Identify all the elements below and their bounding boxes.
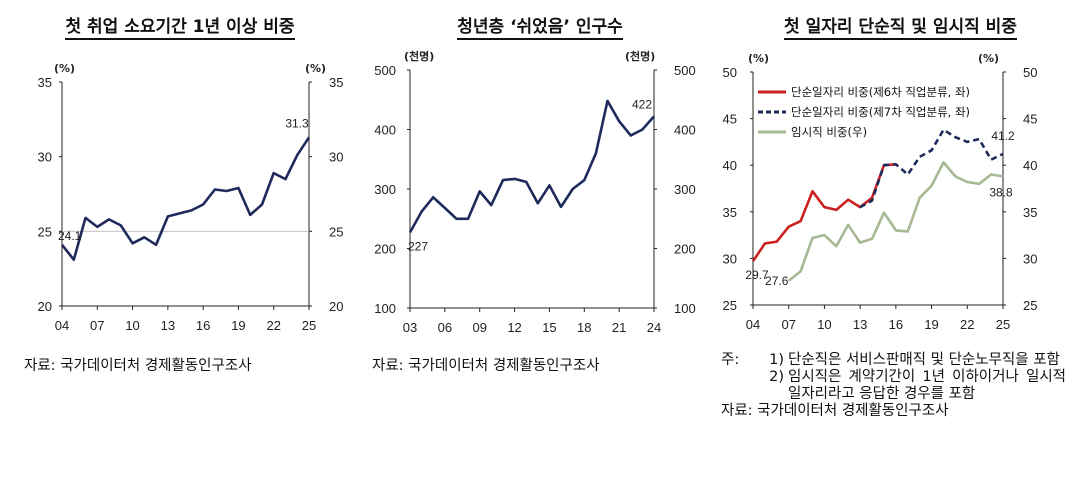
x-tick-label: 13 (161, 318, 175, 333)
y-tick-left: 35 (723, 205, 737, 220)
y-unit-left: (%) (748, 52, 769, 65)
x-tick-label: 13 (853, 317, 867, 332)
legend: 단순일자리 비중(제6차 직업분류, 좌) 단순일자리 비중(제7차 직업분류,… (758, 82, 970, 142)
panel-simple-temp-jobs: 첫 일자리 단순직 및 임시직 비중 (%) (%) 25 30 35 40 45 50 25 3… (720, 0, 1081, 487)
y-tick-right: 25 (329, 224, 343, 239)
x-tick-label: 12 (507, 320, 521, 335)
y-unit-right: (%) (978, 52, 999, 65)
y-tick-right: 35 (1023, 205, 1037, 220)
y-unit-left: (%) (54, 62, 75, 75)
x-tick-label: 19 (231, 318, 245, 333)
y-tick-left: 400 (374, 123, 396, 138)
source-note-1: 자료: 국가데이터처 경제활동인구조사 (24, 358, 252, 374)
panel-title: 첫 일자리 단순직 및 임시직 비중 (720, 12, 1081, 40)
x-tick-label: 04 (746, 317, 760, 332)
x-tick-label: 22 (266, 318, 280, 333)
y-tick-right: 50 (1023, 65, 1037, 80)
y-tick-left: 100 (374, 301, 396, 316)
y-unit-right: (%) (305, 62, 326, 75)
y-tick-left: 40 (723, 158, 737, 173)
data-label: 31.3 (285, 116, 309, 130)
chart-youth-resting: (천명) (천명) 100 200 300 400 500 100 200 300 400 500 03… (374, 49, 696, 335)
y-tick-left: 300 (374, 182, 396, 197)
x-tick-label: 22 (960, 317, 974, 332)
x-tick-label: 16 (196, 318, 210, 333)
y-tick-left: 50 (723, 65, 737, 80)
y-tick-right: 200 (674, 242, 696, 257)
x-tick-label: 21 (612, 320, 626, 335)
x-tick-label: 19 (924, 317, 938, 332)
y-tick-right: 30 (329, 150, 343, 165)
data-label: 27.6 (765, 274, 789, 288)
x-tick-label: 16 (889, 317, 903, 332)
y-tick-left: 30 (723, 251, 737, 266)
series-line-0 (60, 136, 311, 262)
footnote-1: 주: 1) 단순직은 서비스판매직 및 단순노무직을 포함 (721, 352, 1060, 368)
x-tick-label: 18 (577, 320, 591, 335)
x-tick-label: 15 (542, 320, 556, 335)
x-tick-label: 25 (996, 317, 1010, 332)
x-tick-label: 24 (647, 320, 661, 335)
x-tick-label: 06 (438, 320, 452, 335)
panel-youth-resting: 청년층 ‘쉬었음’ 인구수 (천명) (천명) 100 200 300 400 500 100… (360, 0, 720, 487)
y-tick-left: 25 (38, 224, 52, 239)
y-tick-left: 20 (38, 299, 52, 314)
series-line-0 (408, 99, 655, 234)
panel-title: 청년층 ‘쉬었음’ 인구수 (360, 12, 720, 40)
y-tick-right: 25 (1023, 298, 1037, 313)
source-note-3: 자료: 국가데이터처 경제활동인구조사 (721, 403, 949, 419)
data-label: 422 (632, 97, 652, 111)
y-unit-right: (천명) (625, 49, 655, 63)
data-label: 24.1 (58, 229, 82, 243)
chart-first-job-duration: (%) (%) 20 25 30 35 20 25 30 35 04 07 10 13 16 19 22 25 24… (38, 62, 344, 333)
legend-item-simple-6th: 단순일자리 비중(제6차 직업분류, 좌) (758, 85, 971, 99)
y-tick-right: 30 (1023, 251, 1037, 266)
y-tick-left: 45 (723, 112, 737, 127)
y-tick-left: 25 (723, 298, 737, 313)
y-tick-right: 35 (329, 75, 343, 90)
x-tick-label: 07 (781, 317, 795, 332)
y-tick-left: 30 (38, 150, 52, 165)
data-label: 38.8 (989, 185, 1013, 199)
legend-item-simple-7th: 단순일자리 비중(제7차 직업분류, 좌) (758, 105, 971, 119)
y-tick-right: 100 (674, 301, 696, 316)
footnotes: 주: 1) 단순직은 서비스판매직 및 단순노무직을 포함 2) 임시직은 계약… (721, 352, 1066, 420)
x-tick-label: 07 (90, 318, 104, 333)
panel-first-job-duration: 첫 취업 소요기간 1년 이상 비중 (%) (%) 20 25 30 35 20 25 30 3… (0, 0, 360, 487)
y-tick-left: 200 (374, 242, 396, 257)
y-tick-right: 500 (674, 63, 696, 78)
y-tick-left: 35 (38, 75, 52, 90)
footnote-2: 2) 임시직은 계약기간이 1년 이하이거나 일시적 일자리라고 응답한 경우를… (769, 369, 1066, 402)
x-tick-label: 09 (472, 320, 486, 335)
y-tick-right: 45 (1023, 112, 1037, 127)
series-line-2 (787, 161, 1004, 282)
y-unit-left: (천명) (404, 49, 434, 63)
data-label: 227 (408, 239, 428, 253)
x-tick-label: 03 (403, 320, 417, 335)
x-tick-label: 10 (817, 317, 831, 332)
legend-item-temporary: 임시직 비중(우) (758, 125, 868, 139)
source-note-2: 자료: 국가데이터처 경제활동인구조사 (372, 358, 600, 374)
x-tick-label: 10 (125, 318, 139, 333)
series-line-1 (859, 128, 1004, 209)
x-tick-label: 25 (302, 318, 316, 333)
data-label: 29.7 (745, 268, 769, 282)
y-tick-left: 500 (374, 63, 396, 78)
series-line-0 (751, 163, 896, 262)
x-tick-label: 04 (55, 318, 69, 333)
y-tick-right: 300 (674, 182, 696, 197)
panel-title: 첫 취업 소요기간 1년 이상 비중 (0, 12, 360, 40)
y-tick-right: 400 (674, 123, 696, 138)
chart-simple-temp-jobs: (%) (%) 25 30 35 40 45 50 25 30 35 40 45 50 04 07 10 13 16… (723, 52, 1038, 332)
y-tick-right: 40 (1023, 158, 1037, 173)
y-tick-right: 20 (329, 299, 343, 314)
data-label: 41.2 (991, 129, 1015, 143)
